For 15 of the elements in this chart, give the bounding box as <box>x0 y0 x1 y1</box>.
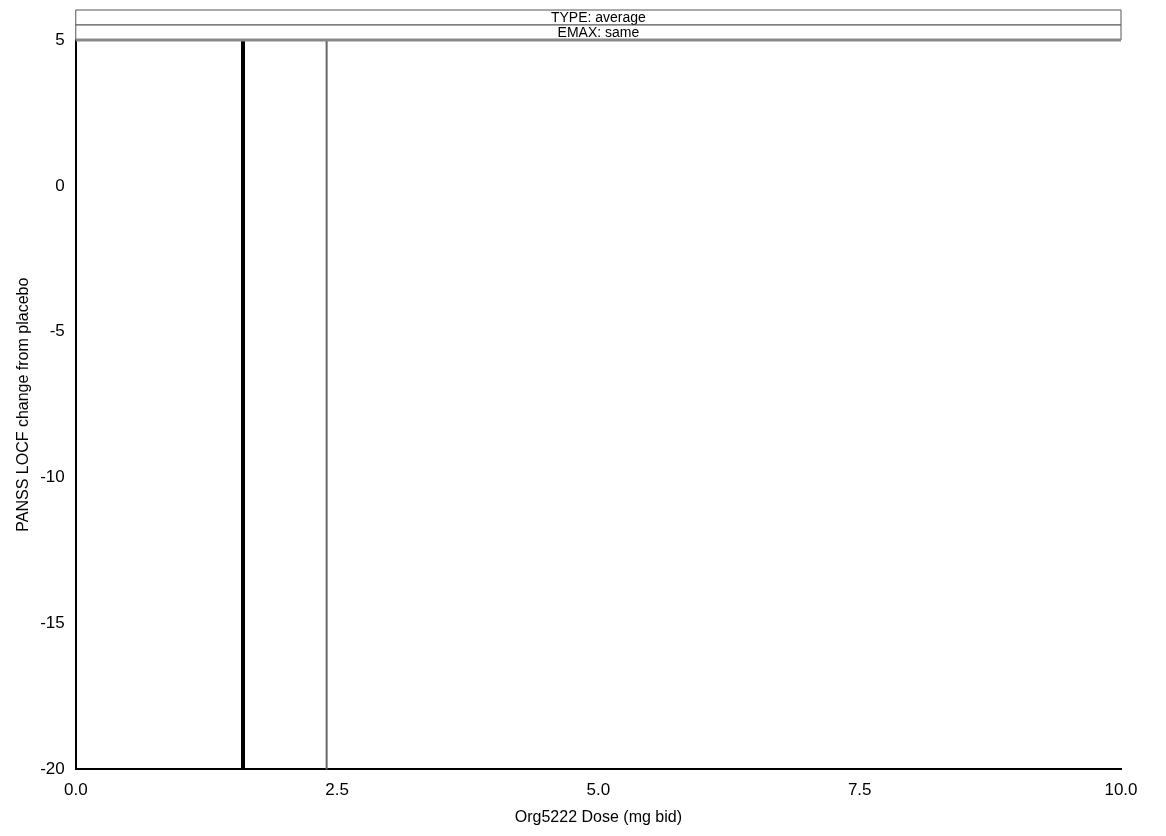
x-tick-label: 2.5 <box>325 780 349 800</box>
y-tick-label: -20 <box>40 759 65 779</box>
chart-title: TYPE: average <box>550 9 647 26</box>
x-tick-label: 5.0 <box>586 780 611 800</box>
y-tick-label: 0 <box>55 175 65 195</box>
y-tick-label: -10 <box>40 467 65 487</box>
y-tick-label: 5 <box>55 29 65 49</box>
x-tick-label: 0.0 <box>63 780 88 800</box>
x-tick-label: 7.5 <box>847 780 872 800</box>
y-axis-title: PANSS LOCF change from placebo <box>14 277 32 532</box>
x-axis-title: Org5222 Dose (mg bid) <box>514 807 682 825</box>
y-tick-label: -5 <box>49 321 65 341</box>
chart-subtitle: EMAX: same <box>557 24 640 41</box>
x-tick-label: 10.0 <box>1104 780 1138 800</box>
y-tick-label: -15 <box>40 613 65 633</box>
